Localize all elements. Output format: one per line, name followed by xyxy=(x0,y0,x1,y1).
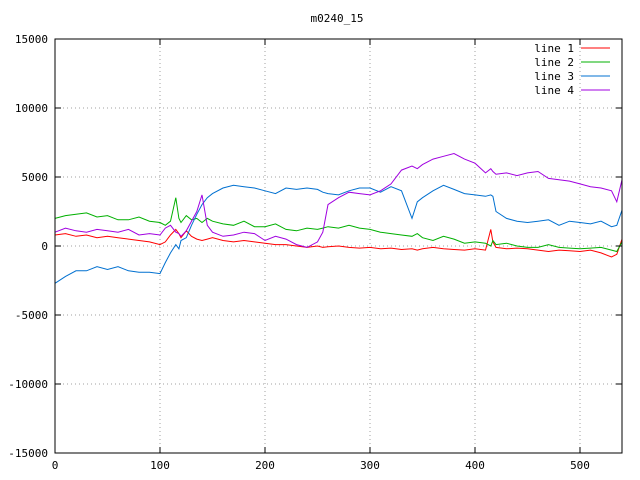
y-tick-label: 10000 xyxy=(15,102,48,115)
chart-title: m0240_15 xyxy=(311,12,364,25)
x-tick-label: 0 xyxy=(52,459,59,472)
x-tick-label: 200 xyxy=(255,459,275,472)
legend-label-4: line 4 xyxy=(534,84,574,97)
series-line-1 xyxy=(54,228,623,258)
y-tick-label: -5000 xyxy=(15,309,48,322)
y-tick-label: -15000 xyxy=(8,447,48,460)
grid xyxy=(55,39,622,453)
series-line-4 xyxy=(54,152,623,248)
x-tick-label: 500 xyxy=(570,459,590,472)
y-tick-label: 15000 xyxy=(15,33,48,46)
series-line-2 xyxy=(54,197,623,253)
y-tick-label: -10000 xyxy=(8,378,48,391)
legend-label-3: line 3 xyxy=(534,70,574,83)
series-lines xyxy=(54,152,623,284)
x-tick-label: 100 xyxy=(150,459,170,472)
ticks: 0 100 200 300 400 500 -15000 -10000 -5000 0 5000 10… xyxy=(8,33,622,472)
x-tick-label: 400 xyxy=(465,459,485,472)
x-tick-label: 300 xyxy=(360,459,380,472)
legend-label-2: line 2 xyxy=(534,56,574,69)
series-line-3 xyxy=(54,184,623,284)
y-tick-label: 5000 xyxy=(22,171,49,184)
legend-label-1: line 1 xyxy=(534,42,574,55)
y-tick-label: 0 xyxy=(41,240,48,253)
